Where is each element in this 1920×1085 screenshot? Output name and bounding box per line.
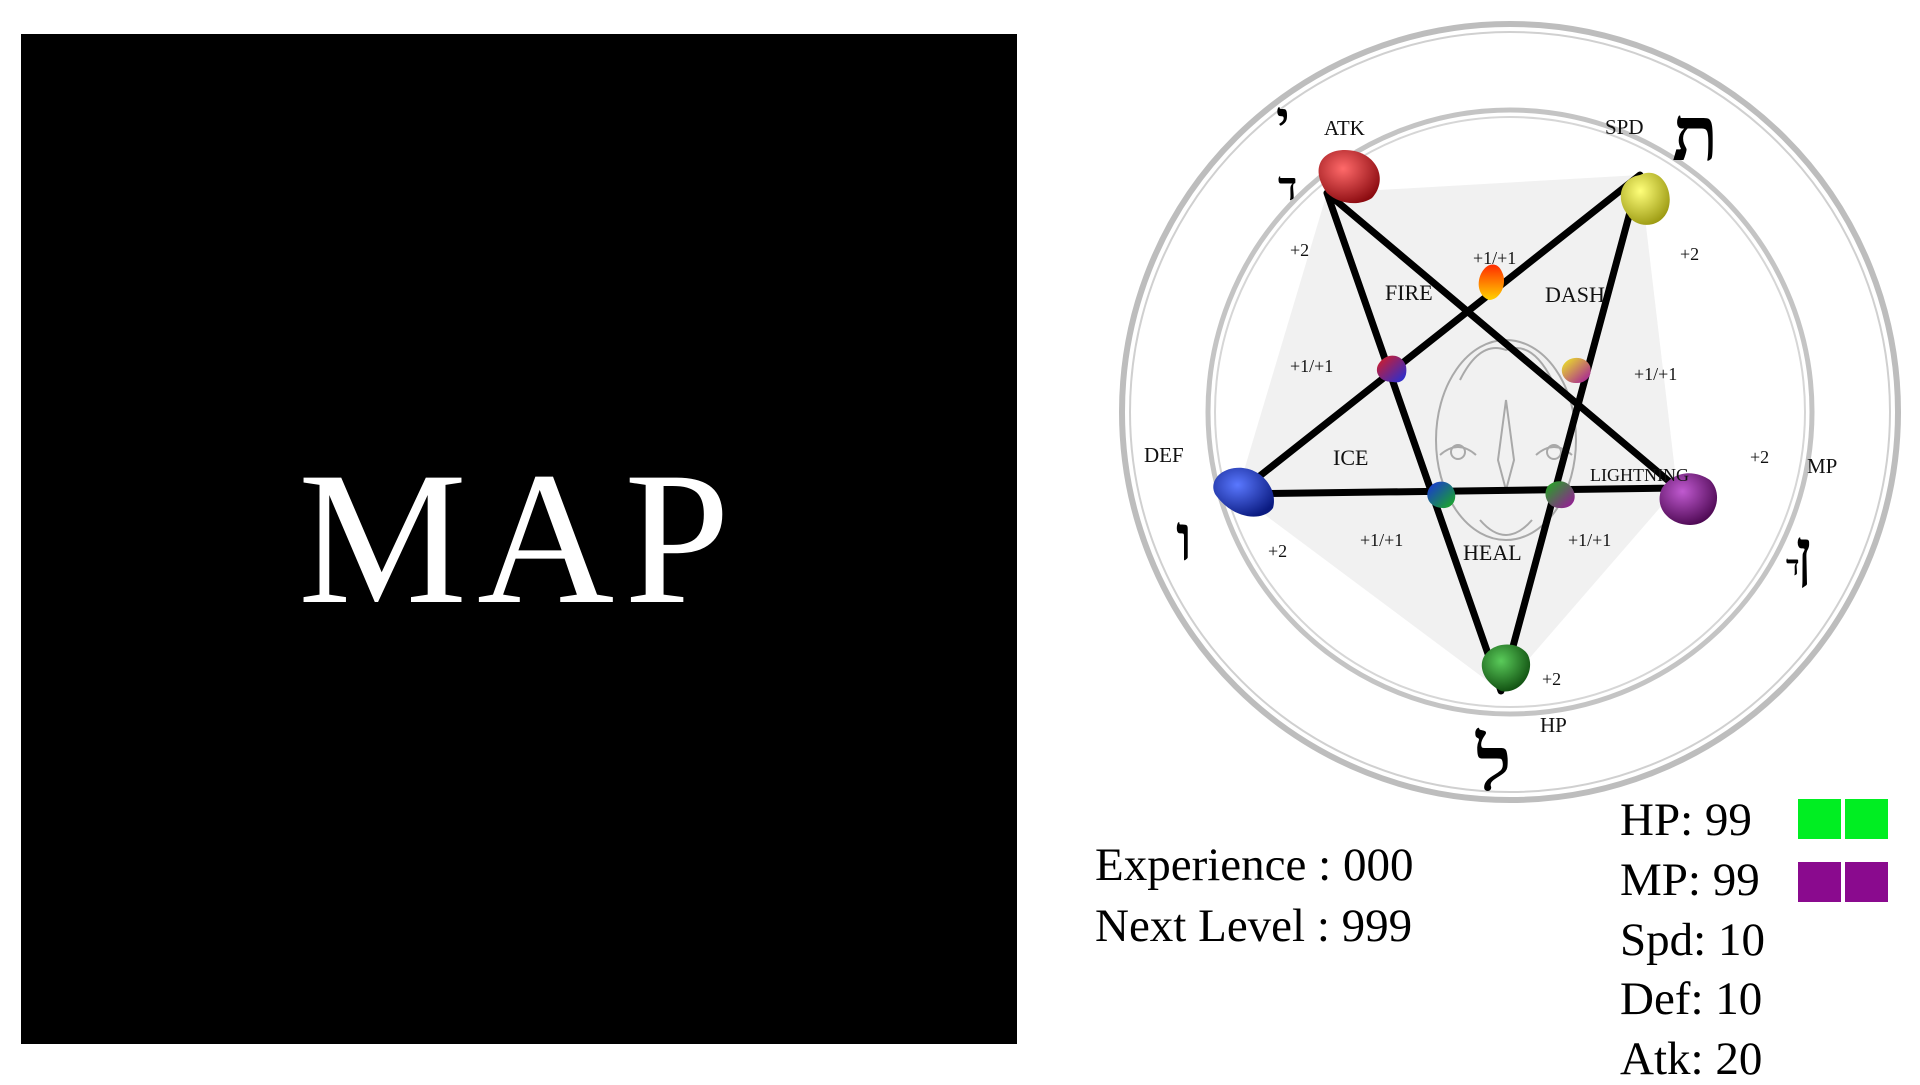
skill-fire: FIRE bbox=[1385, 280, 1433, 305]
hp-bar bbox=[1798, 799, 1888, 839]
hp-label: HP bbox=[1540, 713, 1567, 737]
def-stat-value: 10 bbox=[1715, 973, 1763, 1025]
inner-ring-thin bbox=[1214, 116, 1806, 708]
mp-bar-segment-1 bbox=[1798, 862, 1841, 902]
stats-wheel: ATK SPD DEF MP HP +2 +2 +2 +2 +2 FIRE DA… bbox=[1119, 21, 1901, 807]
glyph-def: ו bbox=[1176, 503, 1192, 574]
map-panel[interactable]: MAP bbox=[21, 34, 1017, 1044]
heal-node bbox=[1427, 481, 1456, 509]
bonus-ice-heal: +1/+1 bbox=[1360, 530, 1403, 550]
outer-ring bbox=[1119, 21, 1901, 803]
next-level-line: Next Level : 999 bbox=[1095, 900, 1413, 952]
hp-stat-value: 99 bbox=[1704, 794, 1752, 846]
skill-dash: DASH bbox=[1545, 282, 1605, 307]
skill-ice: ICE bbox=[1333, 445, 1368, 470]
bonus-lightning-heal: +1/+1 bbox=[1568, 530, 1611, 550]
def-stat: Def: 10 bbox=[1620, 976, 1762, 1023]
mp-stat: MP: 99 bbox=[1620, 857, 1760, 904]
def-label: DEF bbox=[1144, 443, 1184, 467]
experience-value: 000 bbox=[1342, 839, 1414, 891]
glyph-atk-bottom: ד bbox=[1278, 164, 1297, 209]
hp-stat: HP: 99 bbox=[1620, 797, 1752, 844]
spd-stat-value: 10 bbox=[1717, 914, 1765, 966]
mp-label: MP bbox=[1807, 454, 1837, 478]
atk-bonus: +2 bbox=[1290, 240, 1309, 260]
mp-bonus: +2 bbox=[1750, 447, 1769, 467]
atk-stat-label: Atk: bbox=[1620, 1033, 1704, 1085]
mp-bar-segment-2 bbox=[1845, 862, 1888, 902]
map-label: MAP bbox=[298, 434, 740, 644]
mp-bar bbox=[1798, 862, 1888, 902]
skill-lightning: LIGHTNING bbox=[1590, 465, 1689, 485]
star-fill bbox=[1237, 175, 1677, 691]
ice-node bbox=[1376, 355, 1407, 383]
lh-node bbox=[1545, 481, 1575, 509]
next-level-value: 999 bbox=[1341, 900, 1413, 952]
mp-stat-label: MP: bbox=[1620, 854, 1701, 906]
hp-bar-segment-2 bbox=[1845, 799, 1888, 839]
hp-node bbox=[1481, 644, 1531, 692]
def-bonus: +2 bbox=[1268, 541, 1287, 561]
bonus-dash-lightning: +1/+1 bbox=[1634, 364, 1677, 384]
spd-bonus: +2 bbox=[1680, 244, 1699, 264]
experience-label: Experience bbox=[1095, 839, 1307, 891]
glyph-mp: ן bbox=[1796, 518, 1812, 589]
hp-stat-label: HP: bbox=[1620, 794, 1694, 846]
pentagram bbox=[1233, 171, 1681, 695]
glyph-mp-small: ד bbox=[1786, 551, 1799, 582]
glyph-atk-top: י bbox=[1276, 93, 1290, 150]
skill-heal: HEAL bbox=[1463, 540, 1522, 565]
mp-node bbox=[1659, 473, 1718, 525]
def-stat-label: Def: bbox=[1620, 973, 1704, 1025]
spd-node bbox=[1620, 172, 1670, 225]
hp-bonus: +2 bbox=[1542, 669, 1561, 689]
lightning-node bbox=[1561, 357, 1591, 384]
glyph-hp: ל bbox=[1475, 723, 1512, 807]
atk-stat: Atk: 20 bbox=[1620, 1036, 1762, 1083]
atk-label: ATK bbox=[1324, 116, 1365, 140]
spd-label: SPD bbox=[1605, 115, 1644, 139]
fire-node bbox=[1478, 264, 1505, 300]
bonus-fire-dash: +1/+1 bbox=[1473, 248, 1516, 268]
mp-stat-value: 99 bbox=[1712, 854, 1760, 906]
outer-ring-thin bbox=[1129, 31, 1891, 793]
inner-ring bbox=[1205, 107, 1815, 717]
atk-node bbox=[1318, 150, 1380, 204]
bonus-fire-ice: +1/+1 bbox=[1290, 356, 1333, 376]
atk-stat-value: 20 bbox=[1715, 1033, 1763, 1085]
experience-line: Experience : 000 bbox=[1095, 839, 1414, 891]
spd-stat: Spd: 10 bbox=[1620, 917, 1765, 964]
hp-bar-segment-1 bbox=[1798, 799, 1841, 839]
def-node bbox=[1213, 467, 1274, 517]
glyph-spd: ת bbox=[1672, 93, 1718, 177]
next-level-label: Next Level bbox=[1095, 900, 1306, 952]
spd-stat-label: Spd: bbox=[1620, 914, 1707, 966]
